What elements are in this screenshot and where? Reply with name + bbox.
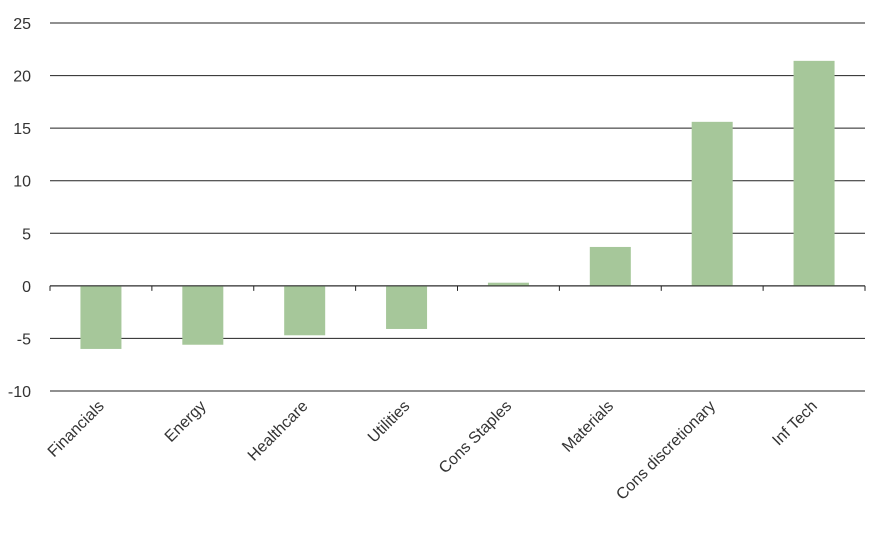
x-category-label: Healthcare bbox=[245, 398, 312, 465]
x-category-label: Inf Tech bbox=[769, 398, 820, 449]
y-tick-label: 5 bbox=[22, 226, 31, 243]
x-category-label: Energy bbox=[162, 398, 210, 446]
y-tick-label: -10 bbox=[8, 384, 31, 401]
gridlines bbox=[50, 22, 865, 392]
y-tick-label: 10 bbox=[13, 174, 31, 191]
x-category-label: Cons Staples bbox=[436, 398, 515, 477]
bars bbox=[80, 60, 835, 349]
x-axis-labels: Financials Energy Healthcare Utilities Cons … bbox=[45, 398, 821, 504]
x-category-label: Financials bbox=[45, 398, 108, 461]
bar bbox=[691, 121, 733, 286]
y-axis-ticks: 25 20 15 10 5 0 -5 -10 bbox=[8, 16, 31, 401]
bar bbox=[386, 285, 428, 329]
y-tick-label: 15 bbox=[13, 121, 31, 138]
y-tick-label: 0 bbox=[22, 279, 31, 296]
bar bbox=[182, 285, 224, 345]
bar bbox=[487, 282, 529, 286]
x-category-label: Cons discretionary bbox=[613, 398, 719, 504]
bar bbox=[589, 246, 631, 286]
bar bbox=[80, 285, 122, 349]
bar bbox=[284, 285, 326, 336]
x-category-label: Utilities bbox=[365, 398, 413, 446]
x-category-label: Materials bbox=[559, 398, 617, 456]
y-tick-label: -5 bbox=[17, 331, 31, 348]
y-tick-label: 20 bbox=[13, 69, 31, 86]
bar bbox=[793, 60, 835, 286]
x-axis bbox=[49, 285, 866, 291]
y-tick-label: 25 bbox=[13, 16, 31, 33]
